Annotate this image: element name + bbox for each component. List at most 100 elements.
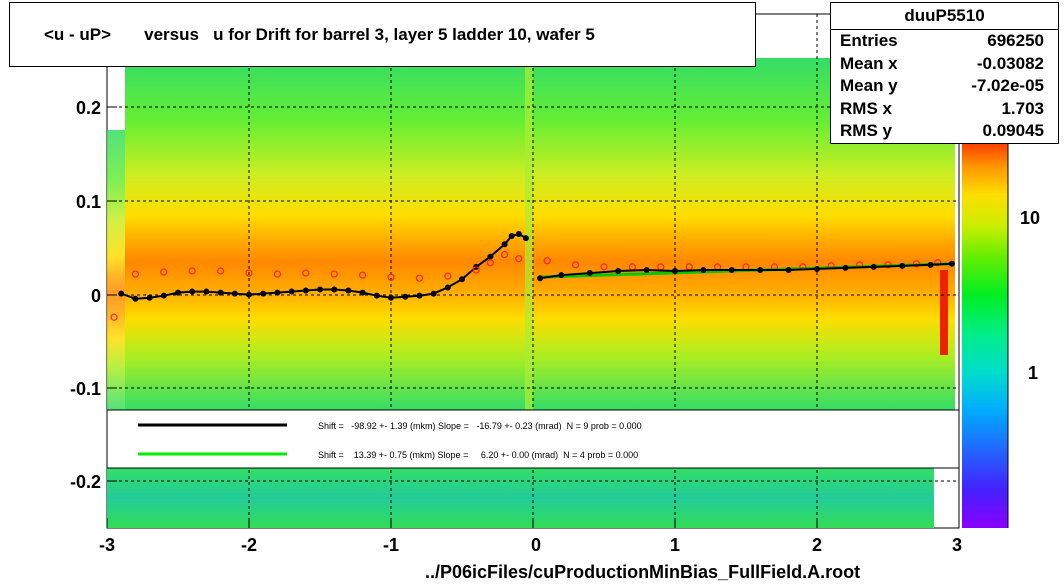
data-point bbox=[203, 288, 210, 295]
data-point bbox=[643, 266, 650, 273]
data-point bbox=[146, 294, 153, 301]
data-point bbox=[175, 289, 181, 296]
chart-title-box: <u - uP> versus u for Drift for barrel 3… bbox=[9, 2, 756, 67]
stats-row: RMS x 1.703 bbox=[831, 98, 1058, 121]
stats-label: Mean x bbox=[840, 53, 898, 73]
y-tick-label: 0.1 bbox=[76, 192, 101, 212]
legend-text-green: Shift = 13.39 +- 0.75 (mkm) Slope = 6.20… bbox=[318, 450, 638, 460]
data-point bbox=[415, 274, 423, 282]
legend-text-black: Shift = -98.92 +- 1.39 (mkm) Slope = -16… bbox=[318, 421, 642, 431]
stats-label: RMS y bbox=[840, 121, 892, 140]
data-point bbox=[217, 267, 225, 275]
stats-label: Entries bbox=[840, 31, 898, 50]
x-tick-label: 1 bbox=[670, 535, 680, 555]
colorbar-label-1: 1 bbox=[1028, 363, 1038, 383]
data-point bbox=[487, 253, 494, 260]
stats-row: Entries 696250 bbox=[831, 30, 1058, 53]
data-point bbox=[586, 270, 593, 277]
data-point bbox=[600, 263, 608, 271]
data-point bbox=[274, 289, 281, 296]
data-point bbox=[188, 267, 196, 275]
data-point bbox=[486, 259, 494, 267]
data-point bbox=[672, 268, 678, 274]
data-point bbox=[444, 284, 451, 291]
x-tick-label: 3 bbox=[952, 535, 962, 555]
data-point bbox=[571, 261, 580, 269]
y-tick-label: 0.2 bbox=[76, 98, 101, 118]
data-point bbox=[785, 266, 792, 273]
data-point bbox=[814, 265, 820, 272]
data-point bbox=[217, 289, 224, 296]
data-point bbox=[160, 292, 167, 299]
data-point bbox=[387, 273, 395, 281]
data-point bbox=[189, 288, 196, 295]
data-point bbox=[615, 268, 622, 274]
data-point bbox=[110, 313, 118, 321]
y-tick-label: -0.1 bbox=[70, 379, 101, 399]
data-point bbox=[927, 261, 934, 268]
heatmap-lower bbox=[107, 468, 934, 528]
data-point bbox=[934, 259, 942, 267]
data-point bbox=[537, 275, 544, 282]
data-point bbox=[842, 264, 849, 271]
stats-value: 1.703 bbox=[1001, 98, 1044, 118]
data-point bbox=[459, 276, 465, 283]
heatmap-hot-strip bbox=[940, 270, 948, 355]
y-tick-label: -0.2 bbox=[70, 472, 101, 492]
x-tick-label: -1 bbox=[383, 535, 399, 555]
data-point bbox=[260, 290, 267, 297]
data-point bbox=[302, 287, 309, 294]
stats-value: -7.02e-05 bbox=[971, 76, 1044, 95]
data-point bbox=[345, 287, 352, 294]
data-point bbox=[331, 286, 338, 293]
data-point bbox=[160, 268, 168, 276]
fit-legend-box bbox=[106, 409, 960, 469]
heatmap-center-gap bbox=[525, 58, 533, 410]
data-point bbox=[558, 272, 565, 279]
series-layer bbox=[110, 230, 955, 321]
data-point bbox=[870, 263, 877, 270]
data-point bbox=[515, 255, 523, 263]
data-point bbox=[132, 295, 139, 302]
data-point bbox=[388, 294, 394, 301]
stats-row: Mean y -7.02e-05 bbox=[831, 75, 1058, 98]
chart-title: <u - uP> versus u for Drift for barrel 3… bbox=[44, 25, 595, 44]
stats-name: duuP5510 bbox=[831, 3, 1058, 30]
data-point bbox=[501, 241, 508, 248]
heatmap-edge-left bbox=[107, 130, 125, 410]
data-point bbox=[508, 233, 515, 240]
data-point bbox=[359, 289, 366, 296]
data-point bbox=[700, 266, 707, 273]
stats-row: Mean x -0.03082 bbox=[831, 53, 1058, 76]
stats-row: RMS y 0.09045 bbox=[831, 120, 1058, 143]
data-point bbox=[118, 290, 125, 297]
x-tick-label: -2 bbox=[241, 535, 257, 555]
stats-value: 696250 bbox=[987, 31, 1044, 50]
data-point bbox=[728, 266, 735, 273]
stats-label: Mean y bbox=[840, 76, 898, 95]
data-point bbox=[472, 266, 480, 274]
color-bar bbox=[962, 140, 1008, 528]
x-tick-label: 2 bbox=[812, 535, 822, 555]
data-point bbox=[444, 272, 452, 280]
footer-filename: ../P06icFiles/cuProductionMinBias_FullFi… bbox=[425, 562, 861, 582]
data-point bbox=[430, 290, 437, 297]
stats-label: RMS x bbox=[840, 98, 892, 118]
data-point bbox=[522, 235, 529, 242]
data-point bbox=[515, 230, 522, 237]
series-line-2 bbox=[539, 262, 952, 280]
data-point bbox=[288, 288, 295, 295]
stats-value: 0.09045 bbox=[982, 121, 1044, 140]
x-tick-label: -3 bbox=[99, 535, 115, 555]
data-point bbox=[245, 269, 253, 277]
data-point bbox=[373, 292, 380, 299]
y-tick-label: 0 bbox=[91, 286, 101, 306]
data-point bbox=[330, 270, 338, 278]
data-point bbox=[543, 257, 551, 265]
axis-ticks bbox=[106, 106, 960, 528]
data-point bbox=[402, 293, 409, 300]
data-point bbox=[131, 270, 139, 278]
data-point bbox=[899, 262, 906, 269]
data-point bbox=[317, 286, 323, 293]
